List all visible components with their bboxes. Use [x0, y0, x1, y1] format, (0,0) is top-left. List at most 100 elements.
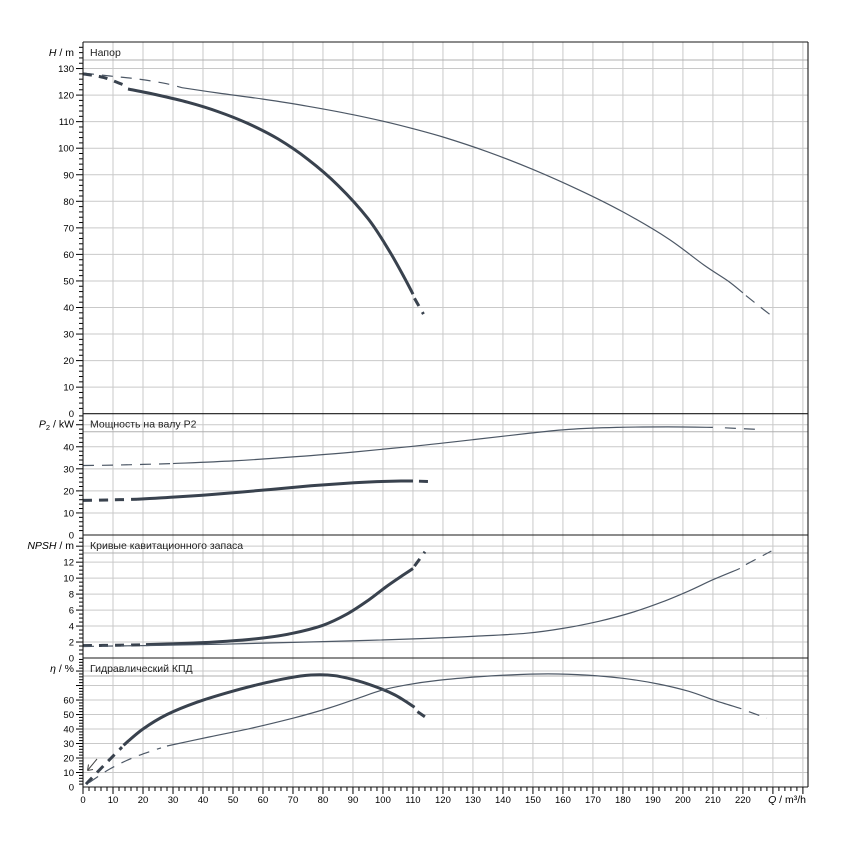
y-tick-label: 10: [63, 508, 74, 519]
x-tick-label: 180: [615, 795, 631, 806]
panel-efficiency-grid: [83, 658, 808, 787]
y-tick-label: 30: [63, 739, 74, 750]
panel-power: 0 10 20 30 40 Мощность на валу P2 P2 / kW: [39, 413, 808, 542]
head-curve-thick-dashed-segment: [413, 297, 425, 315]
y-tick-label: 10: [63, 574, 74, 585]
y-tick-label: 0: [69, 654, 74, 665]
power-curve-thick: [82, 479, 432, 502]
efficiency-curve-thick-dashed-segment: [416, 710, 429, 721]
y-tick-label: 8: [69, 590, 74, 601]
y-tick-label: 120: [58, 91, 74, 102]
y-tick-label: 40: [63, 442, 74, 453]
x-tick-label: 120: [435, 795, 451, 806]
npsh-curve-thick: [82, 550, 427, 648]
x-tick-label: 90: [348, 795, 359, 806]
y-tick-label: 30: [63, 330, 74, 341]
y-tick-label: 4: [69, 622, 74, 633]
power-curve-thin-dashed-segment: [82, 462, 174, 467]
y-axis-label-symbol: P: [39, 419, 46, 431]
head-curve-thin: [82, 72, 774, 318]
power-curve-thin-solid-segment: [172, 426, 713, 465]
npsh-curve-thin-dashed-segment: [745, 550, 772, 566]
y-tick-label: 2: [69, 638, 74, 649]
npsh-curve-thin-dashed-segment: [82, 645, 144, 648]
x-tick-label: 100: [375, 795, 391, 806]
efficiency-curve-thick-solid-segment: [122, 673, 416, 747]
head-curve-thick-solid-segment: [127, 87, 415, 295]
y-tick-label: 60: [63, 250, 74, 261]
panel-efficiency-yticks: 0 10 20 30 40 50 60: [63, 658, 83, 794]
y-tick-label: 70: [63, 223, 74, 234]
x-tick-label: 20: [138, 795, 149, 806]
y-tick-label: 20: [63, 754, 74, 765]
y-tick-label: 10: [63, 768, 74, 779]
x-tick-label: 30: [168, 795, 179, 806]
power-curve-thick-dashed-segment: [82, 497, 138, 502]
y-tick-label: 0: [69, 531, 74, 542]
panel-title: Мощность на валу P2: [90, 419, 197, 431]
y-tick-label: 0: [69, 783, 74, 794]
y-tick-label: 40: [63, 303, 74, 314]
y-axis-label-unit: / m: [57, 540, 75, 552]
y-axis-label-efficiency: η / %: [50, 663, 74, 675]
x-tick-label: 140: [495, 795, 511, 806]
y-axis-label-npsh: NPSH / m: [27, 540, 74, 552]
panel-title: Гидравлический КПД: [90, 663, 193, 675]
y-tick-label: 90: [63, 170, 74, 181]
panel-npsh: 0 2 4 6 8 10 12 Кривые кавитационного запаса NPS…: [27, 535, 808, 665]
panel-npsh-yticks: 0 2 4 6 8 10 12: [63, 537, 83, 665]
efficiency-curve-thin: [88, 673, 768, 784]
power-curve-thick-solid-segment: [136, 479, 414, 501]
x-axis-label-symbol: Q: [768, 794, 776, 806]
y-tick-label: 50: [63, 276, 74, 287]
x-tick-label: 110: [405, 795, 420, 806]
y-tick-label: 100: [58, 144, 74, 155]
y-tick-label: 6: [69, 606, 74, 617]
x-tick-label: 200: [675, 795, 691, 806]
x-tick-label: 50: [228, 795, 239, 806]
x-tick-label: 160: [555, 795, 571, 806]
y-axis-label-head: H / m: [49, 47, 74, 59]
npsh-curve-thick-solid-segment: [145, 567, 414, 647]
y-axis-label-subscript: 2: [46, 423, 50, 432]
npsh-curve-thick-dashed-segment: [413, 550, 427, 568]
origin-arrow-icon: [87, 758, 98, 771]
x-tick-label: 210: [705, 795, 721, 806]
y-axis-label-unit: / m: [57, 47, 75, 59]
panel-head-grid: [83, 42, 808, 414]
panel-borders: [82, 41, 809, 788]
y-tick-label: 0: [69, 409, 74, 420]
y-tick-label: 20: [63, 486, 74, 497]
x-tick-label: 80: [318, 795, 329, 806]
panel-title: Кривые кавитационного запаса: [90, 540, 243, 552]
npsh-curve-thin: [82, 550, 772, 648]
x-tick-label: 170: [585, 795, 601, 806]
origin-arrow-head: [87, 769, 94, 771]
head-curve-thick: [82, 72, 425, 315]
y-tick-label: 12: [63, 558, 74, 569]
y-tick-label: 130: [58, 64, 74, 75]
power-curve-thin: [82, 426, 761, 467]
y-axis-label-symbol: NPSH: [27, 540, 57, 552]
head-curve-thin-solid-segment: [181, 87, 744, 294]
y-axis-label-unit: / %: [56, 663, 74, 675]
y-tick-label: 20: [63, 356, 74, 367]
x-tick-label: 40: [198, 795, 209, 806]
x-tick-label: 60: [258, 795, 269, 806]
panel-head: 0 10 20 30 40 50 60 70 80 90 100 110 120 130 Напор H / …: [49, 42, 808, 420]
x-tick-label: 190: [645, 795, 661, 806]
x-tick-label: 0: [80, 795, 85, 806]
x-axis: 0 10 20 30 40 50 60 70 80 90 100 110 120 130 140 150 160…: [80, 787, 806, 806]
y-axis-label-symbol: H: [49, 47, 57, 59]
panel-power-grid: [83, 413, 808, 535]
efficiency-curve-thin-dashed-segment: [748, 711, 768, 719]
y-tick-label: 50: [63, 710, 74, 721]
x-tick-label: 10: [108, 795, 119, 806]
efficiency-curve-thin-solid-segment: [166, 673, 742, 747]
y-tick-label: 30: [63, 464, 74, 475]
efficiency-curve-thick: [84, 673, 429, 786]
origin-arrow-shaft: [87, 758, 98, 771]
y-tick-label: 40: [63, 725, 74, 736]
panel-efficiency: 0 10 20 30 40 50 60 Гидравлический КПД η / %: [50, 658, 808, 794]
